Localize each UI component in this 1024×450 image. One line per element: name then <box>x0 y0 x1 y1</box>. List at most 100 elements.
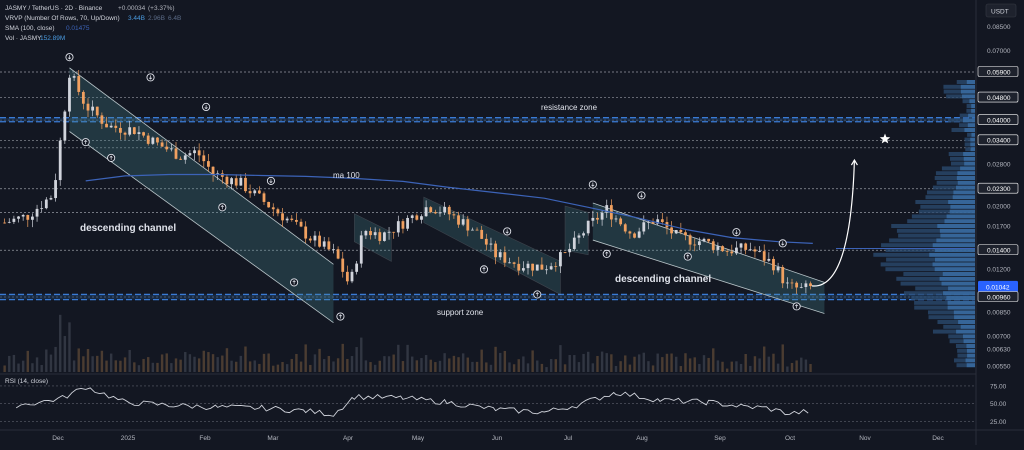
candle-body[interactable] <box>781 267 785 284</box>
candle-body[interactable] <box>313 235 317 241</box>
candle-body[interactable] <box>267 201 271 208</box>
candle-body[interactable] <box>438 212 442 214</box>
candle-body[interactable] <box>577 235 581 238</box>
candle-body[interactable] <box>54 180 57 199</box>
candle-body[interactable] <box>758 251 761 252</box>
candle-body[interactable] <box>429 207 433 213</box>
candle-body[interactable] <box>3 222 7 224</box>
candle-body[interactable] <box>146 135 150 144</box>
candle-body[interactable] <box>308 238 312 241</box>
candle-body[interactable] <box>207 161 210 167</box>
candle-body[interactable] <box>257 190 261 194</box>
candle-body[interactable] <box>387 231 391 233</box>
candle-body[interactable] <box>475 229 479 231</box>
candle-body[interactable] <box>26 214 30 220</box>
candle-body[interactable] <box>410 215 414 218</box>
candle-body[interactable] <box>702 238 706 242</box>
candle-body[interactable] <box>383 232 386 241</box>
candle-body[interactable] <box>114 125 118 128</box>
candle-body[interactable] <box>508 262 511 264</box>
candle-body[interactable] <box>512 262 516 264</box>
candle-body[interactable] <box>281 213 284 221</box>
candle-body[interactable] <box>341 258 345 272</box>
candle-body[interactable] <box>77 76 81 92</box>
candle-body[interactable] <box>711 241 715 250</box>
candle-body[interactable] <box>466 219 470 231</box>
candle-body[interactable] <box>169 148 173 150</box>
candle-body[interactable] <box>276 209 280 214</box>
vrvp-label[interactable]: VRVP (Number Of Rows, 70, Up/Down) <box>5 15 120 22</box>
candle-body[interactable] <box>637 231 641 238</box>
candle-body[interactable] <box>151 137 155 144</box>
candle-body[interactable] <box>748 249 752 251</box>
candle-body[interactable] <box>81 91 85 104</box>
channel-lower-line[interactable] <box>69 131 334 324</box>
candle-body[interactable] <box>586 220 590 234</box>
candle-body[interactable] <box>433 212 437 214</box>
candle-body[interactable] <box>123 132 127 135</box>
rsi-line[interactable] <box>15 387 809 417</box>
candle-body[interactable] <box>332 249 335 251</box>
candle-body[interactable] <box>230 178 233 185</box>
candle-body[interactable] <box>345 271 349 282</box>
candle-body[interactable] <box>521 268 525 271</box>
candle-body[interactable] <box>7 221 11 223</box>
candle-body[interactable] <box>137 132 141 134</box>
candle-body[interactable] <box>350 271 354 282</box>
candle-body[interactable] <box>142 132 145 136</box>
candle-body[interactable] <box>457 215 460 225</box>
candle-body[interactable] <box>554 266 558 268</box>
candle-body[interactable] <box>299 221 303 227</box>
candle-body[interactable] <box>295 219 298 222</box>
candle-body[interactable] <box>628 231 632 234</box>
candle-body[interactable] <box>642 222 646 232</box>
candle-body[interactable] <box>364 231 368 236</box>
candle-body[interactable] <box>582 233 585 236</box>
candle-body[interactable] <box>262 193 266 202</box>
candle-body[interactable] <box>109 125 113 128</box>
candle-body[interactable] <box>517 263 521 271</box>
candle-body[interactable] <box>605 205 609 213</box>
candle-body[interactable] <box>563 252 567 253</box>
candle-body[interactable] <box>762 251 766 261</box>
candle-body[interactable] <box>49 198 53 200</box>
candle-body[interactable] <box>545 269 548 271</box>
candle-body[interactable] <box>721 246 724 252</box>
candle-body[interactable] <box>739 243 743 248</box>
candle-body[interactable] <box>91 106 95 111</box>
candle-body[interactable] <box>156 137 159 143</box>
candle-body[interactable] <box>795 282 799 288</box>
candle-body[interactable] <box>44 199 48 209</box>
candle-body[interactable] <box>809 283 812 287</box>
candle-body[interactable] <box>239 177 243 186</box>
candle-body[interactable] <box>679 229 683 233</box>
candle-body[interactable] <box>674 229 678 234</box>
currency-badge[interactable]: USDT <box>985 3 1017 18</box>
candle-body[interactable] <box>716 246 720 250</box>
candle-body[interactable] <box>471 229 474 231</box>
candle-body[interactable] <box>623 224 627 232</box>
candle-body[interactable] <box>359 235 363 264</box>
symbol-title[interactable]: JASMY / TetherUS · 2D · Binance <box>5 5 103 12</box>
candle-body[interactable] <box>790 282 794 284</box>
candle-body[interactable] <box>415 215 419 220</box>
candle-body[interactable] <box>503 252 507 263</box>
candle-body[interactable] <box>21 214 25 217</box>
candle-body[interactable] <box>336 249 340 259</box>
candle-body[interactable] <box>216 173 220 175</box>
rsi-title[interactable]: RSI (14, close) <box>5 378 48 385</box>
sma-label[interactable]: SMA (100, close) <box>5 25 55 32</box>
candle-body[interactable] <box>31 216 34 220</box>
candle-body[interactable] <box>684 232 687 236</box>
candle-body[interactable] <box>63 111 67 141</box>
candle-body[interactable] <box>211 166 215 175</box>
candle-body[interactable] <box>225 176 229 185</box>
candle-body[interactable] <box>12 218 16 222</box>
candle-body[interactable] <box>660 219 664 223</box>
candle-body[interactable] <box>17 216 20 219</box>
candle-body[interactable] <box>105 123 108 128</box>
candle-body[interactable] <box>540 264 544 270</box>
candle-body[interactable] <box>670 227 673 234</box>
candle-body[interactable] <box>480 229 484 239</box>
candle-body[interactable] <box>559 252 562 267</box>
